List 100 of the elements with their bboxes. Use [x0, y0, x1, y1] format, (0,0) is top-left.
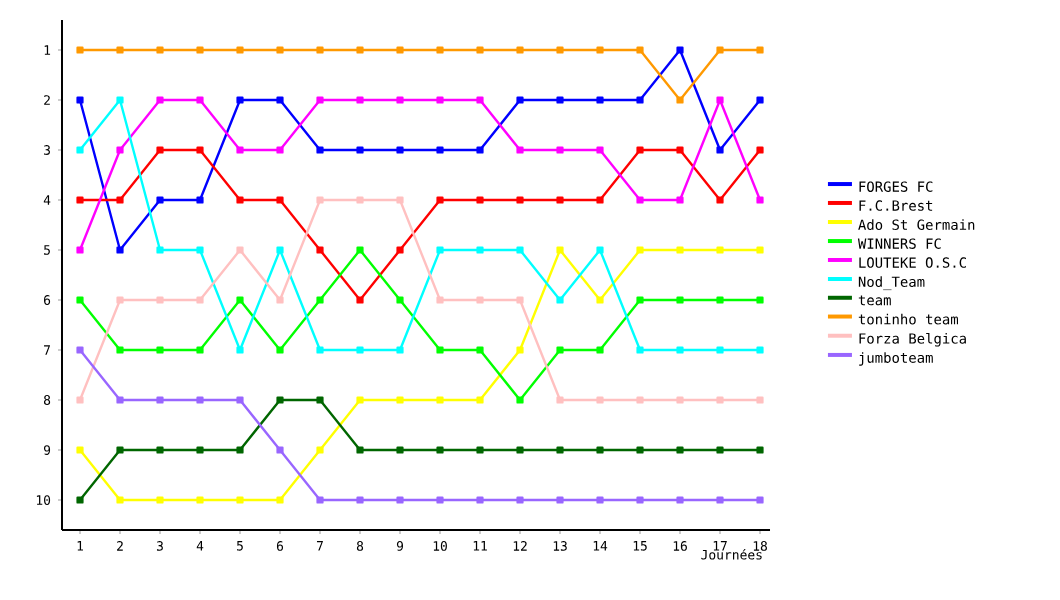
point [556, 296, 564, 304]
point [356, 346, 364, 354]
point [196, 96, 204, 104]
point [636, 296, 644, 304]
point [76, 396, 84, 404]
point [196, 246, 204, 254]
point [356, 246, 364, 254]
point [196, 46, 204, 54]
point [556, 346, 564, 354]
point [596, 296, 604, 304]
point [196, 146, 204, 154]
point [236, 196, 244, 204]
point [156, 146, 164, 154]
point [196, 446, 204, 454]
point [116, 146, 124, 154]
point [236, 96, 244, 104]
point [76, 96, 84, 104]
point [116, 396, 124, 404]
point [516, 396, 524, 404]
point [636, 346, 644, 354]
point [716, 446, 724, 454]
point [436, 196, 444, 204]
point [756, 246, 764, 254]
point [676, 146, 684, 154]
point [396, 96, 404, 104]
point [676, 46, 684, 54]
point [436, 96, 444, 104]
point [676, 96, 684, 104]
point [356, 496, 364, 504]
point [436, 246, 444, 254]
point [556, 246, 564, 254]
point [276, 296, 284, 304]
point [116, 196, 124, 204]
point [276, 346, 284, 354]
point [676, 446, 684, 454]
point [516, 346, 524, 354]
point [436, 46, 444, 54]
point [196, 396, 204, 404]
point [196, 496, 204, 504]
point [116, 296, 124, 304]
point [516, 496, 524, 504]
point [636, 396, 644, 404]
point [716, 296, 724, 304]
point [316, 46, 324, 54]
point [676, 246, 684, 254]
point [476, 396, 484, 404]
point [636, 146, 644, 154]
point [396, 46, 404, 54]
point [236, 146, 244, 154]
point [316, 96, 324, 104]
point [276, 96, 284, 104]
point [76, 346, 84, 354]
point [756, 396, 764, 404]
point [476, 246, 484, 254]
point [436, 146, 444, 154]
point [116, 446, 124, 454]
point [556, 146, 564, 154]
point [596, 196, 604, 204]
point [716, 346, 724, 354]
point [276, 446, 284, 454]
point [396, 396, 404, 404]
point [516, 296, 524, 304]
point [676, 496, 684, 504]
point [236, 496, 244, 504]
point [316, 446, 324, 454]
point [196, 296, 204, 304]
point [676, 396, 684, 404]
point [596, 346, 604, 354]
point [316, 346, 324, 354]
point [716, 96, 724, 104]
point [596, 96, 604, 104]
point [116, 246, 124, 254]
point [76, 196, 84, 204]
point [196, 346, 204, 354]
point [636, 196, 644, 204]
point [556, 196, 564, 204]
point [396, 296, 404, 304]
point [396, 146, 404, 154]
point [76, 496, 84, 504]
point [76, 246, 84, 254]
point [476, 296, 484, 304]
point [436, 296, 444, 304]
point [156, 296, 164, 304]
point [276, 146, 284, 154]
point [436, 396, 444, 404]
point [756, 346, 764, 354]
point [756, 146, 764, 154]
point [636, 96, 644, 104]
point [156, 396, 164, 404]
point [196, 196, 204, 204]
point [436, 446, 444, 454]
point [236, 346, 244, 354]
point [516, 196, 524, 204]
point [316, 396, 324, 404]
point [236, 296, 244, 304]
point [636, 46, 644, 54]
point [316, 296, 324, 304]
point [516, 246, 524, 254]
point [236, 396, 244, 404]
point [396, 246, 404, 254]
